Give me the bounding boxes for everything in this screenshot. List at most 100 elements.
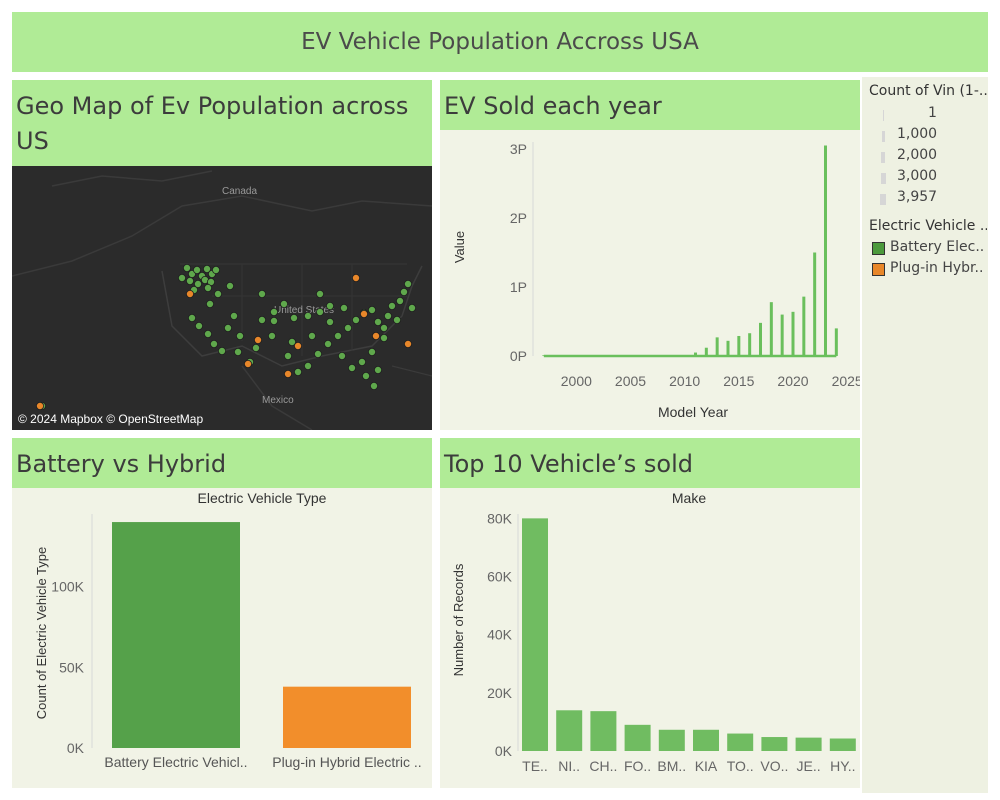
map-dot-bev[interactable]: [379, 333, 388, 342]
top10-bar[interactable]: [590, 711, 617, 751]
map-dot-bev[interactable]: [233, 347, 242, 356]
map-dot-bev[interactable]: [269, 307, 278, 316]
size-legend-mark: [881, 131, 885, 142]
map-dot-bev[interactable]: [177, 274, 186, 283]
map-dot-phev[interactable]: [283, 369, 292, 378]
map-label-canada: Canada: [222, 186, 257, 197]
map-dot-bev[interactable]: [303, 361, 312, 370]
map-dot-bev[interactable]: [269, 316, 278, 325]
map-dot-phev[interactable]: [293, 341, 302, 350]
size-legend-item: 3,957: [862, 189, 988, 209]
map-dot-bev[interactable]: [367, 347, 376, 356]
geo-map-canvas[interactable]: Canada United States Mexico: [12, 166, 432, 430]
color-legend-title: Electric Vehicle ..: [869, 218, 987, 234]
color-legend-item[interactable]: Battery Elec..: [862, 239, 988, 259]
map-dot-bev[interactable]: [289, 313, 298, 322]
color-legend-item[interactable]: Plug-in Hybr..: [862, 260, 988, 280]
map-dot-bev[interactable]: [187, 313, 196, 322]
map-dot-bev[interactable]: [399, 288, 408, 297]
bvh-category-label: Plug-in Hybrid Electric ..: [272, 754, 421, 770]
map-dot-phev[interactable]: [243, 359, 252, 368]
map-dot-bev[interactable]: [383, 311, 392, 320]
top10-bar[interactable]: [556, 710, 583, 751]
map-dot-bev[interactable]: [205, 299, 214, 308]
top10-bar[interactable]: [795, 737, 822, 751]
top10-bar[interactable]: [522, 518, 548, 751]
top10-bar[interactable]: [829, 738, 856, 751]
map-dot-bev[interactable]: [313, 349, 322, 358]
map-dot-bev[interactable]: [283, 351, 292, 360]
map-dot-phev[interactable]: [35, 401, 44, 410]
map-dot-bev[interactable]: [192, 266, 201, 275]
map-dot-bev[interactable]: [257, 290, 266, 299]
map-dot-bev[interactable]: [251, 343, 260, 352]
map-dot-bev[interactable]: [357, 357, 366, 366]
map-dot-phev[interactable]: [403, 339, 412, 348]
map-dot-bev[interactable]: [267, 331, 276, 340]
map-dot-bev[interactable]: [185, 277, 194, 286]
ev-y-tick-label: 0P: [510, 348, 527, 364]
map-dot-bev[interactable]: [307, 331, 316, 340]
map-dot-bev[interactable]: [287, 337, 296, 346]
map-dot-bev[interactable]: [373, 317, 382, 326]
map-dot-phev[interactable]: [185, 290, 194, 299]
map-dot-bev[interactable]: [194, 321, 203, 330]
map-dot-bev[interactable]: [225, 282, 234, 291]
map-dot-bev[interactable]: [257, 315, 266, 324]
map-dot-bev[interactable]: [182, 264, 191, 273]
map-dot-bev[interactable]: [202, 265, 211, 274]
map-dot-bev[interactable]: [193, 280, 202, 289]
map-dot-bev[interactable]: [343, 323, 352, 332]
map-dot-bev[interactable]: [203, 329, 212, 338]
map-dot-bev[interactable]: [387, 301, 396, 310]
map-dot-bev[interactable]: [361, 371, 370, 380]
bvh-bar[interactable]: [283, 686, 411, 748]
map-dot-bev[interactable]: [369, 381, 378, 390]
battery-vs-hybrid-title: Battery vs Hybrid: [12, 438, 432, 488]
top10-title: Top 10 Vehicle’s sold: [440, 438, 860, 488]
bvh-bar[interactable]: [112, 522, 240, 748]
map-dot-bev[interactable]: [279, 299, 288, 308]
map-dot-bev[interactable]: [325, 317, 334, 326]
map-dot-bev[interactable]: [395, 296, 404, 305]
map-dot-bev[interactable]: [407, 303, 416, 312]
map-dot-bev[interactable]: [347, 363, 356, 372]
map-dot-bev[interactable]: [293, 367, 302, 376]
map-dot-bev[interactable]: [209, 339, 218, 348]
ev-y-axis-label: Value: [452, 231, 467, 263]
map-dot-bev[interactable]: [235, 331, 244, 340]
map-dot-bev[interactable]: [373, 365, 382, 374]
map-dot-bev[interactable]: [337, 351, 346, 360]
map-dot-phev[interactable]: [253, 335, 262, 344]
map-dot-bev[interactable]: [217, 346, 226, 355]
map-dot-bev[interactable]: [403, 280, 412, 289]
map-dot-bev[interactable]: [203, 284, 212, 293]
map-dot-bev[interactable]: [213, 290, 222, 299]
top10-bar[interactable]: [727, 733, 754, 751]
map-dot-bev[interactable]: [339, 303, 348, 312]
map-dot-bev[interactable]: [379, 323, 388, 332]
battery-vs-hybrid-chart: Electric Vehicle Type 0K 50K 100K Battery El…: [34, 490, 422, 770]
map-dot-bev[interactable]: [211, 266, 220, 275]
geo-map[interactable]: Canada United States Mexico © 2024 Mapbo…: [12, 166, 432, 430]
map-dot-bev[interactable]: [315, 290, 324, 299]
top10-bar[interactable]: [624, 724, 651, 751]
map-dot-phev[interactable]: [371, 331, 380, 340]
top10-bar[interactable]: [658, 729, 685, 751]
bvh-category-label: Battery Electric Vehicl..: [104, 754, 247, 770]
ev-x-tick-label: 2025: [832, 373, 860, 389]
map-dot-bev[interactable]: [367, 305, 376, 314]
top10-bar[interactable]: [693, 729, 719, 751]
map-dot-bev[interactable]: [351, 315, 360, 324]
map-dot-bev[interactable]: [333, 331, 342, 340]
map-dot-phev[interactable]: [351, 274, 360, 283]
map-dot-bev[interactable]: [325, 301, 334, 310]
map-dot-phev[interactable]: [359, 309, 368, 318]
map-dot-bev[interactable]: [392, 315, 401, 324]
map-dot-bev[interactable]: [303, 311, 312, 320]
top10-bar[interactable]: [761, 737, 788, 751]
map-dot-bev[interactable]: [323, 339, 332, 348]
map-dot-bev[interactable]: [223, 323, 232, 332]
map-dot-bev[interactable]: [229, 311, 238, 320]
map-dot-bev[interactable]: [315, 307, 324, 316]
